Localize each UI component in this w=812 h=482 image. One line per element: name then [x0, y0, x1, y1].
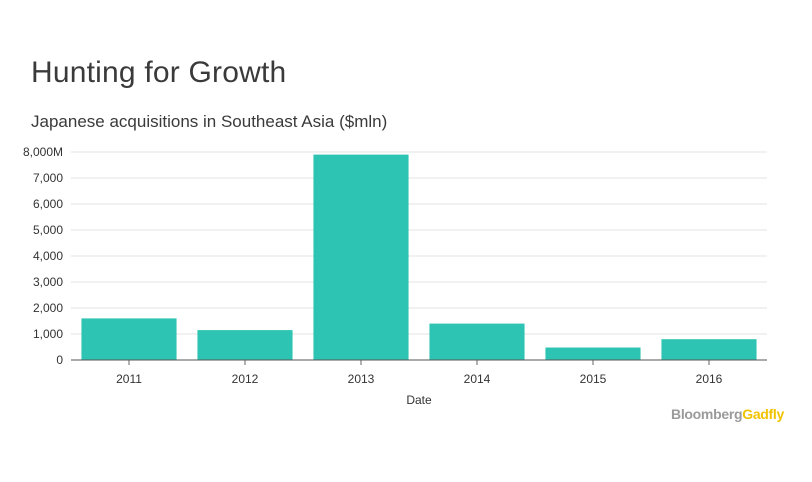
x-tick-label: 2015 — [580, 372, 607, 386]
bar — [313, 154, 409, 360]
y-tick-label: 0 — [56, 353, 63, 367]
y-tick-label: 1,000 — [33, 327, 63, 341]
y-tick-label: 7,000 — [33, 171, 63, 185]
chart-title: Hunting for Growth — [31, 56, 287, 89]
y-tick-label: 5,000 — [33, 223, 63, 237]
x-tick-label: 2014 — [464, 372, 491, 386]
y-tick-label: 4,000 — [33, 249, 63, 263]
bar — [661, 339, 757, 360]
y-tick-label: 2,000 — [33, 301, 63, 315]
bar — [545, 347, 641, 360]
x-axis-label: Date — [406, 393, 432, 407]
bar — [197, 330, 293, 360]
x-tick-label: 2011 — [116, 372, 142, 386]
logo-bloomberg-text: Bloomberg — [671, 406, 743, 422]
y-tick-label: 3,000 — [33, 275, 63, 289]
y-tick-label: 8,000M — [23, 145, 63, 159]
chart-subtitle: Japanese acquisitions in Southeast Asia … — [31, 112, 388, 131]
x-tick-label: 2012 — [232, 372, 259, 386]
x-tick-label: 2016 — [696, 372, 723, 386]
bar — [429, 323, 525, 360]
x-tick-label: 2013 — [348, 372, 375, 386]
bloomberg-gadfly-logo: BloombergGadfly — [671, 406, 784, 422]
logo-gadfly-text: Gadfly — [742, 406, 784, 422]
y-tick-label: 6,000 — [33, 197, 63, 211]
bar — [81, 318, 177, 360]
